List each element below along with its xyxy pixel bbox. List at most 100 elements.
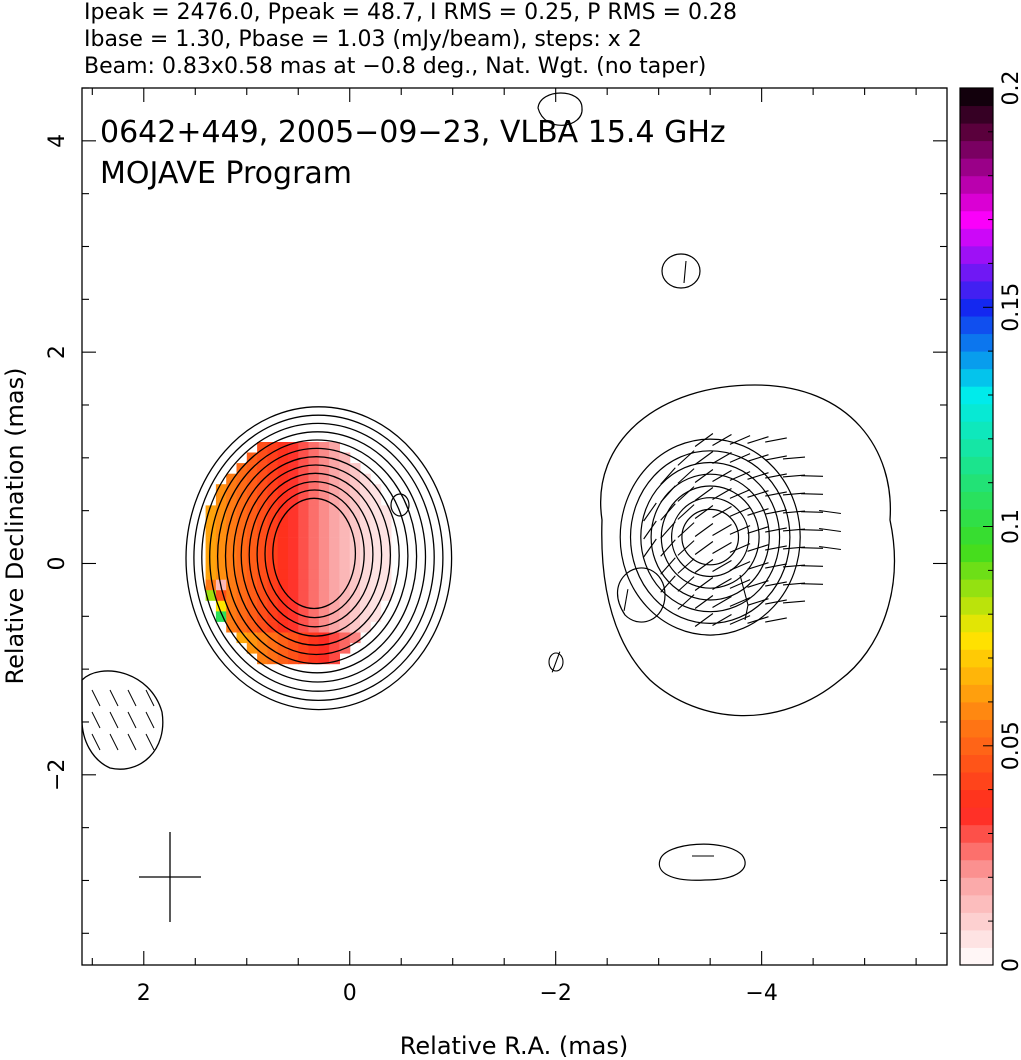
polarization-pixel xyxy=(277,505,289,517)
polarization-pixel xyxy=(370,558,382,570)
polarization-pixel xyxy=(267,463,279,474)
polarization-pixel xyxy=(298,515,310,527)
polarization-pixel xyxy=(288,621,299,633)
reference-cross xyxy=(139,832,201,922)
colorbar-swatch xyxy=(960,456,993,475)
evpa-vector xyxy=(712,470,732,482)
evpa-vector xyxy=(729,615,751,625)
polarization-pixel xyxy=(215,515,227,527)
polarization-pixel xyxy=(215,579,227,591)
polarization-pixel xyxy=(308,589,320,601)
evpa-vector xyxy=(694,505,714,519)
polarization-pixel xyxy=(215,611,227,622)
evpa-vector xyxy=(694,433,714,447)
jet-contour xyxy=(681,508,740,566)
polarization-pixel xyxy=(308,526,320,538)
evpa-vector xyxy=(712,542,732,554)
polarization-pixel xyxy=(370,589,382,601)
polarization-pixel xyxy=(370,484,382,496)
colorbar-swatch xyxy=(960,631,993,650)
evpa-vector xyxy=(660,575,676,593)
polarization-pixel xyxy=(318,463,330,474)
evpa-vector xyxy=(677,486,695,502)
polarization-pixel xyxy=(370,547,382,559)
polarization-pixel xyxy=(257,589,268,601)
jet-contour-lobe xyxy=(616,567,666,623)
colorbar-swatch xyxy=(960,228,993,247)
colorbar-swatch xyxy=(960,947,993,966)
polarization-pixel xyxy=(288,494,299,506)
polarization-pixel xyxy=(298,526,310,538)
colorbar-swatch xyxy=(960,824,993,843)
beam-hatch xyxy=(127,711,137,729)
polarization-pixel xyxy=(226,505,238,517)
polarization-pixel xyxy=(339,600,351,612)
polarization-pixel xyxy=(215,505,227,517)
polarization-pixel xyxy=(308,473,320,485)
polarization-pixel xyxy=(226,600,238,612)
evpa-vector xyxy=(800,511,824,513)
polarization-pixel xyxy=(318,442,330,453)
polarization-pixel xyxy=(267,600,279,612)
polarization-pixel xyxy=(329,526,340,538)
polarization-pixel xyxy=(257,547,268,559)
evpa-vector xyxy=(765,509,787,515)
polarization-pixel xyxy=(277,484,289,496)
polarization-pixel xyxy=(318,537,330,548)
y-axis-label: Relative Declination (mas) xyxy=(1,367,29,684)
polarization-pixel xyxy=(246,600,258,612)
polarization-pixel xyxy=(360,568,371,580)
polarization-pixel xyxy=(215,589,227,601)
evpa-vector xyxy=(677,522,695,538)
colorbar-swatch xyxy=(960,421,993,440)
polarization-pixel xyxy=(288,505,299,517)
polarization-pixel xyxy=(288,473,299,485)
polarization-pixel xyxy=(308,505,320,517)
polarization-pixel xyxy=(360,558,371,570)
colorbar-swatch xyxy=(960,491,993,510)
colorbar-swatch xyxy=(960,754,993,773)
polarization-pixel xyxy=(329,505,340,517)
polarization-pixel xyxy=(360,526,371,538)
polarization-pixel xyxy=(318,600,330,612)
evpa-vector xyxy=(747,490,769,498)
polarization-pixel xyxy=(308,452,320,464)
polarization-pixel xyxy=(329,642,340,654)
beam-ellipse xyxy=(81,670,164,770)
polarization-pixel xyxy=(349,515,361,527)
colorbar-swatch xyxy=(960,473,993,492)
evpa-vector xyxy=(660,557,676,575)
polarization-pixel xyxy=(205,515,217,527)
colorbar-swatch xyxy=(960,508,993,527)
core-contour xyxy=(185,406,453,711)
polarization-pixel xyxy=(267,653,279,665)
polarization-pixel xyxy=(318,473,330,485)
beam-hatch xyxy=(91,689,101,707)
polarization-pixel xyxy=(370,600,382,612)
polarization-pixel xyxy=(329,653,340,665)
evpa-vector xyxy=(694,541,714,555)
polarization-pixel xyxy=(339,505,351,517)
core-contour xyxy=(272,497,357,610)
polarization-pixel xyxy=(246,515,258,527)
evpa-vector xyxy=(677,576,695,592)
evpa-vector xyxy=(819,545,841,551)
polarization-pixel xyxy=(246,547,258,559)
polarization-pixel xyxy=(288,452,299,464)
core-contour xyxy=(232,456,400,656)
evpa-vector xyxy=(712,506,732,518)
colorbar-swatch xyxy=(960,526,993,545)
polarization-pixel xyxy=(339,494,351,506)
polarization-pixel xyxy=(339,463,351,474)
evpa-vector xyxy=(660,521,676,539)
polarization-pixel xyxy=(339,568,351,580)
polarization-pixel xyxy=(329,600,340,612)
polarization-pixel xyxy=(318,589,330,601)
polarization-pixel xyxy=(339,547,351,559)
polarization-pixel xyxy=(298,547,310,559)
polarization-pixel xyxy=(298,537,310,548)
polarization-pixel xyxy=(288,600,299,612)
colorbar-swatch xyxy=(960,736,993,756)
polarization-pixel xyxy=(226,494,238,506)
colorbar-swatch xyxy=(960,175,993,194)
